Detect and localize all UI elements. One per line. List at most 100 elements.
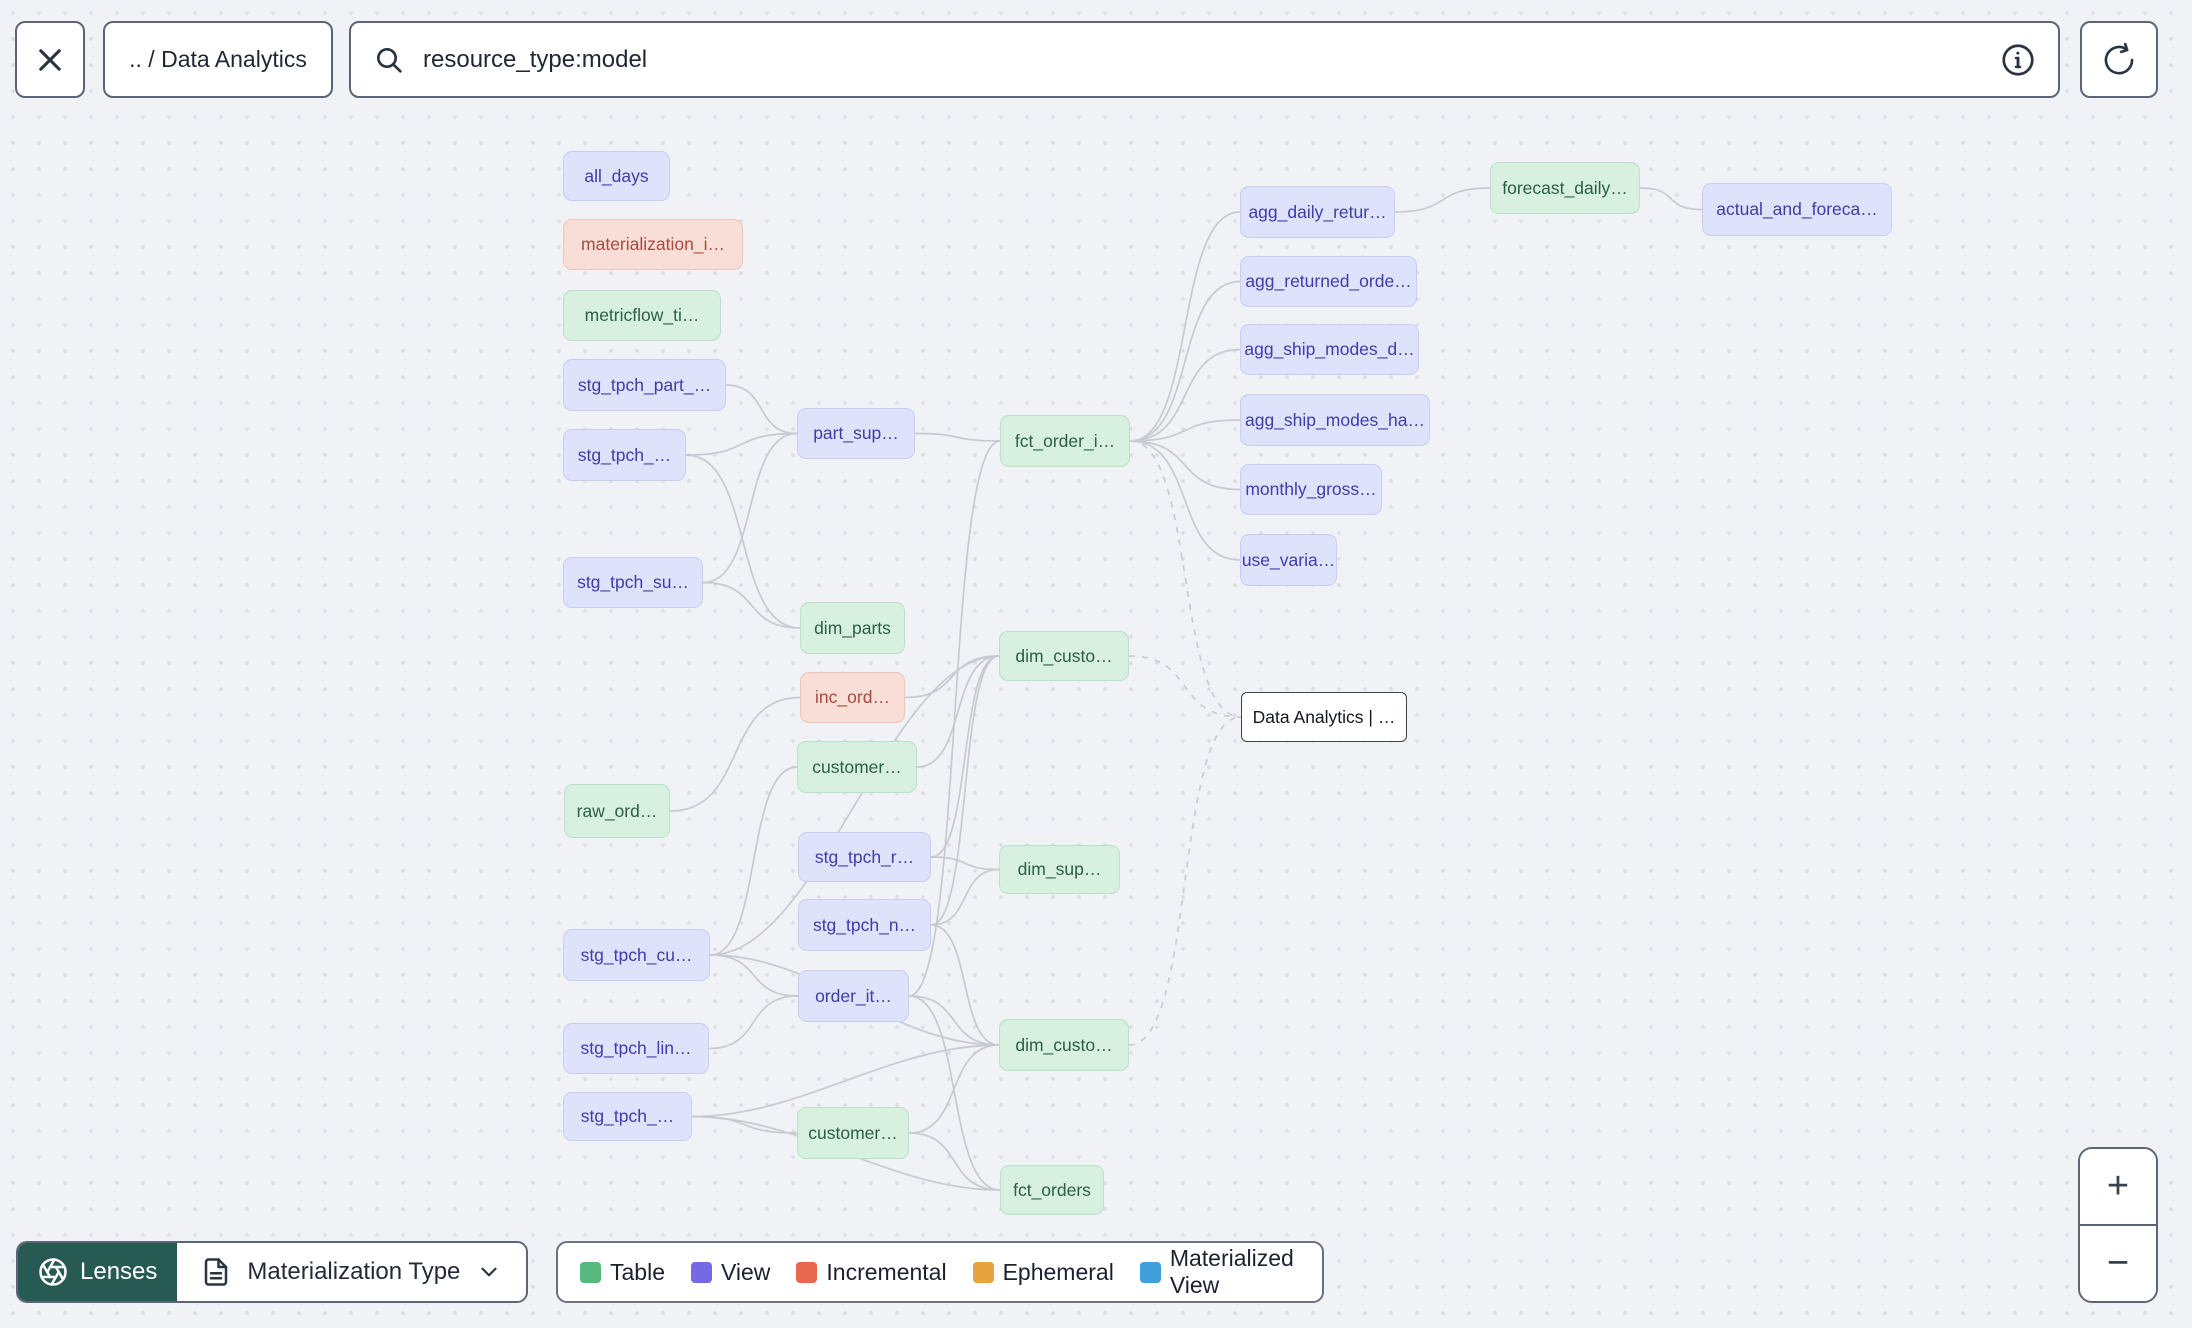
graph-node-n20[interactable]: dim_custo… (999, 631, 1129, 681)
legend-label: Table (610, 1258, 665, 1285)
graph-node-n06[interactable]: stg_tpch_su… (563, 557, 703, 608)
graph-edge (1128, 716, 1242, 1046)
search-icon (373, 44, 405, 76)
graph-node-n23[interactable]: fct_orders (1000, 1165, 1104, 1215)
breadcrumb[interactable]: .. / Data Analytics (103, 21, 333, 98)
graph-edge (1129, 440, 1241, 491)
graph-edge (908, 995, 1000, 1046)
legend-item: Ephemeral (972, 1258, 1114, 1286)
graph-edge (702, 581, 801, 629)
graph-node-n13[interactable]: inc_ord… (800, 672, 905, 723)
graph-edge (1129, 440, 1242, 718)
graph-edge (709, 766, 798, 956)
graph-edge (708, 995, 799, 1050)
lens-selector[interactable]: Materialization Type (177, 1243, 527, 1301)
lenses-button[interactable]: Lenses (18, 1243, 178, 1301)
graph-node-n11[interactable]: part_sup… (797, 408, 915, 459)
info-icon (2000, 42, 2036, 78)
zoom-in-button[interactable]: + (2080, 1149, 2156, 1224)
graph-edge (702, 432, 798, 584)
legend-label: Incremental (826, 1258, 947, 1285)
graph-edge (1129, 211, 1241, 442)
graph-edge (1129, 419, 1241, 442)
lenses-control: Lenses Materialization Type (16, 1241, 529, 1303)
graph-node-n10[interactable]: stg_tpch_… (563, 1092, 692, 1141)
graph-edge (1129, 348, 1241, 442)
graph-edge (930, 924, 1000, 1046)
graph-node-n02[interactable]: materialization_i… (563, 219, 743, 270)
legend-label: Materialized View (1169, 1245, 1294, 1298)
legend: Table View Incremental Ephemeral Materialize… (556, 1241, 1324, 1303)
graph-edge (914, 432, 1001, 442)
graph-edge (930, 856, 1000, 871)
zoom-out-button[interactable]: − (2080, 1224, 2156, 1301)
breadcrumb-label: .. / Data Analytics (129, 46, 307, 72)
legend-item: View (690, 1258, 771, 1286)
graph-node-n28[interactable]: monthly_gross… (1240, 464, 1382, 515)
graph-edge (1129, 440, 1241, 561)
graph-edge (1394, 187, 1491, 213)
graph-node-n32[interactable]: Data Analytics | … (1241, 692, 1407, 742)
refresh-icon (2100, 41, 2138, 79)
graph-node-n22[interactable]: dim_custo… (999, 1019, 1129, 1071)
lenses-label: Lenses (80, 1258, 158, 1285)
aperture-icon (38, 1257, 68, 1287)
graph-edge (725, 384, 798, 435)
document-icon (201, 1257, 231, 1287)
graph-node-n30[interactable]: forecast_daily… (1490, 162, 1640, 214)
graph-node-n12[interactable]: dim_parts (800, 602, 905, 654)
zoom-panel: + − (2078, 1147, 2158, 1303)
lens-selector-label: Materialization Type (247, 1258, 461, 1285)
graph-node-n31[interactable]: actual_and_foreca… (1702, 183, 1892, 236)
graph-edge (691, 1044, 1000, 1118)
graph-node-n18[interactable]: customer… (797, 1107, 909, 1159)
graph-node-n08[interactable]: stg_tpch_cu… (563, 929, 710, 981)
legend-item: Materialized View (1139, 1245, 1300, 1299)
search-bar (349, 21, 2060, 98)
graph-node-n09[interactable]: stg_tpch_lin… (563, 1023, 709, 1074)
chevron-down-icon (476, 1259, 502, 1285)
graph-node-n21[interactable]: dim_sup… (999, 845, 1120, 894)
graph-edge (908, 1132, 1001, 1191)
graph-edge (930, 655, 1000, 858)
graph-node-n19[interactable]: fct_order_i… (1000, 415, 1130, 467)
graph-node-n14[interactable]: customer… (797, 741, 917, 793)
close-icon (33, 43, 67, 77)
graph-node-n15[interactable]: stg_tpch_r… (798, 832, 931, 882)
graph-edge (685, 454, 801, 629)
graph-edge (685, 432, 798, 456)
graph-node-n16[interactable]: stg_tpch_n… (798, 899, 931, 951)
graph-node-n24[interactable]: agg_daily_retur… (1240, 186, 1395, 238)
legend-swatch (796, 1261, 818, 1283)
legend-swatch (972, 1261, 994, 1283)
search-input[interactable] (421, 44, 1984, 75)
graph-node-n04[interactable]: stg_tpch_part_… (563, 359, 726, 411)
legend-swatch (580, 1261, 601, 1283)
graph-edge (1639, 187, 1703, 211)
graph-node-n03[interactable]: metricflow_ti… (563, 290, 721, 341)
refresh-button[interactable] (2080, 21, 2158, 98)
graph-edge (930, 868, 1000, 926)
graph-node-n07[interactable]: raw_ord… (564, 784, 670, 838)
legend-swatch (1139, 1261, 1161, 1283)
graph-node-n01[interactable]: all_days (563, 151, 670, 201)
graph-edge (709, 954, 799, 997)
legend-swatch (690, 1261, 712, 1283)
graph-edge (669, 696, 801, 812)
graph-node-n05[interactable]: stg_tpch_… (563, 429, 686, 481)
legend-label: View (720, 1258, 771, 1285)
close-button[interactable] (15, 21, 85, 98)
graph-node-n17[interactable]: order_it… (798, 970, 909, 1022)
graph-node-n27[interactable]: agg_ship_modes_ha… (1240, 394, 1430, 446)
graph-edge (1129, 280, 1241, 442)
graph-node-n26[interactable]: agg_ship_modes_d… (1240, 324, 1419, 375)
info-button[interactable] (2000, 42, 2036, 78)
legend-label: Ephemeral (1002, 1258, 1114, 1285)
graph-node-n25[interactable]: agg_returned_orde… (1240, 256, 1417, 307)
graph-edge (904, 655, 1000, 699)
legend-item: Incremental (796, 1258, 947, 1286)
graph-edge (916, 655, 1000, 768)
graph-node-n29[interactable]: use_varia… (1240, 534, 1337, 586)
